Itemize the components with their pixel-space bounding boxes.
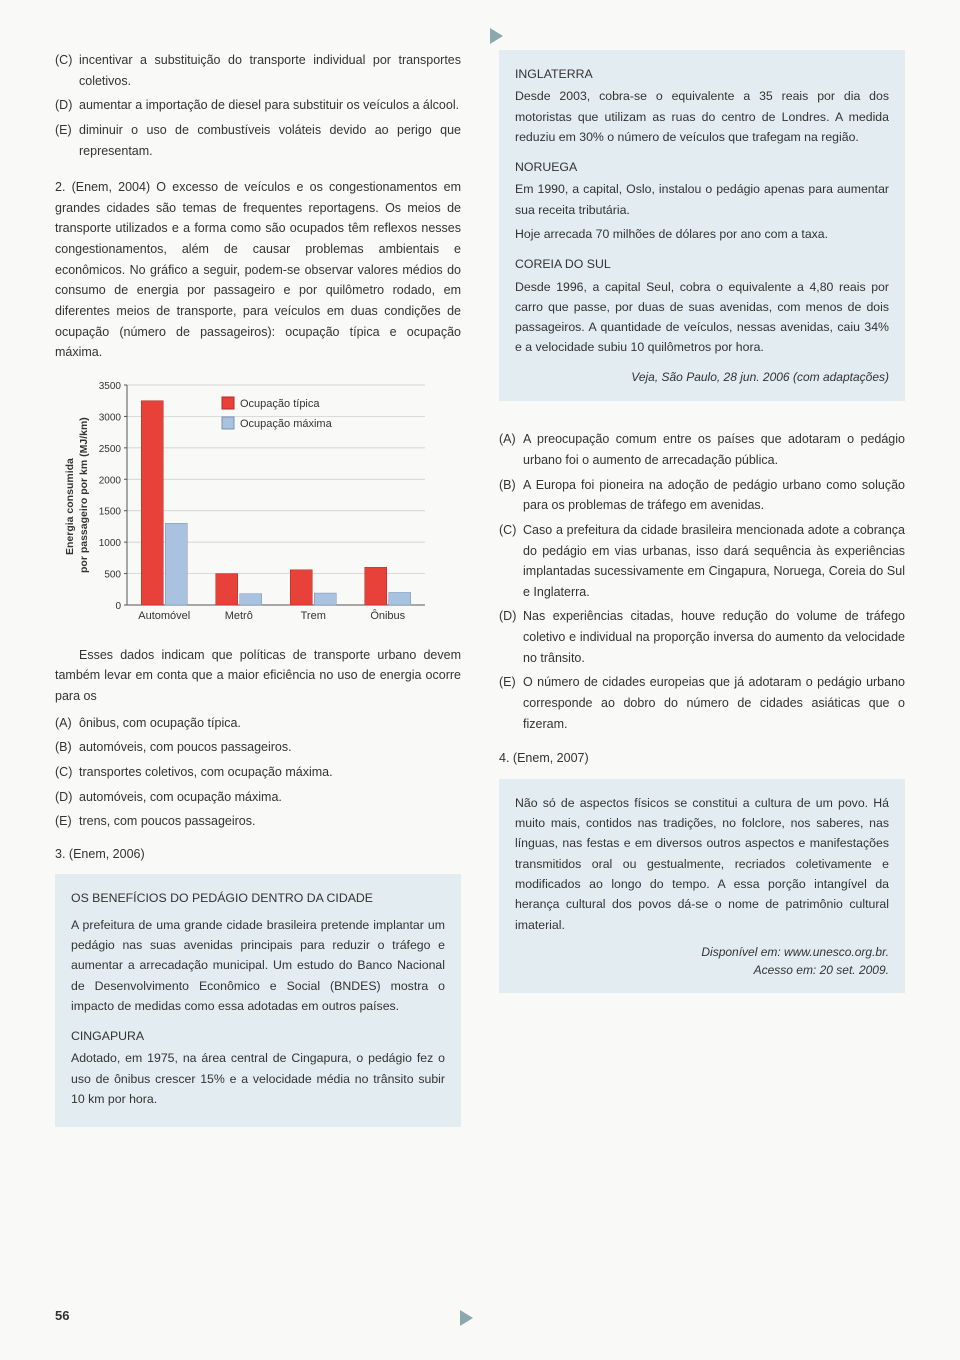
svg-text:0: 0 [115,601,121,612]
box-intro: A prefeitura de uma grande cidade brasil… [71,915,445,1016]
svg-text:1000: 1000 [99,538,122,549]
svg-text:2000: 2000 [99,475,122,486]
option-letter: (E) [55,811,79,832]
box-title: OS BENEFÍCIOS DO PEDÁGIO DENTRO DA CIDAD… [71,888,445,908]
box-heading-cingapura: CINGAPURA [71,1026,445,1046]
option-b: (B)A Europa foi pioneira na adoção de pe… [499,475,905,516]
info-box-pedagio-cont: INGLATERRA Desde 2003, cobra-se o equiva… [499,50,905,401]
svg-text:2500: 2500 [99,444,122,455]
option-d: (D) aumentar a importação de diesel para… [55,95,461,116]
question-source: (Enem, 2007) [513,751,589,765]
svg-text:500: 500 [104,569,121,580]
option-b: (B)automóveis, com poucos passageiros. [55,737,461,758]
option-text: automóveis, com poucos passageiros. [79,737,461,758]
option-letter: (D) [55,787,79,808]
question-3-options: (A)A preocupação comum entre os países q… [499,429,905,734]
option-text: trens, com poucos passageiros. [79,811,461,832]
option-a: (A)ônibus, com ocupação típica. [55,713,461,734]
option-d: (D)automóveis, com ocupação máxima. [55,787,461,808]
info-box-pedagio: OS BENEFÍCIOS DO PEDÁGIO DENTRO DA CIDAD… [55,874,461,1127]
box-citation: Veja, São Paulo, 28 jun. 2006 (com adapt… [515,368,889,388]
option-letter: (C) [55,50,79,91]
option-text: O número de cidades europeias que já ado… [523,672,905,734]
option-text: Caso a prefeitura da cidade brasileira m… [523,520,905,603]
question-4-header: 4. (Enem, 2007) [499,748,905,769]
svg-text:1500: 1500 [99,506,122,517]
question-2: 2. (Enem, 2004) O excesso de veículos e … [55,177,461,363]
question-source: (Enem, 2006) [69,847,145,861]
option-text: incentivar a substituição do transporte … [79,50,461,91]
box-heading-noruega: NORUEGA [515,157,889,177]
svg-text:Automóvel: Automóvel [138,610,190,622]
svg-text:Ocupação típica: Ocupação típica [240,398,320,410]
svg-text:3500: 3500 [99,381,122,392]
option-text: ônibus, com ocupação típica. [79,713,461,734]
box-text-inglaterra: Desde 2003, cobra-se o equivalente a 35 … [515,86,889,147]
option-text: diminuir o uso de combustíveis voláteis … [79,120,461,161]
option-text: A preocupação comum entre os países que … [523,429,905,470]
svg-text:3000: 3000 [99,412,122,423]
box-text-coreia: Desde 1996, a capital Seul, cobra o equi… [515,277,889,358]
continue-marker-bottom [460,1310,473,1326]
option-letter: (E) [499,672,523,734]
energy-chart: 0 500 1000 1500 2000 2500 3000 3500 Automóvel Met… [55,377,461,627]
option-text: transportes coletivos, com ocupação máxi… [79,762,461,783]
svg-text:por passageiro por km (MJ/km): por passageiro por km (MJ/km) [78,417,90,573]
option-e: (E)O número de cidades europeias que já … [499,672,905,734]
svg-text:Trem: Trem [301,610,326,622]
prev-question-options: (C) incentivar a substituição do transpo… [55,50,461,161]
option-c: (C)transportes coletivos, com ocupação m… [55,762,461,783]
box-heading-coreia: COREIA DO SUL [515,254,889,274]
svg-text:Energia consumida: Energia consumida [64,458,76,555]
question-number: 3. [55,847,65,861]
option-text: automóveis, com ocupação máxima. [79,787,461,808]
continue-marker-top [490,28,503,44]
citation-text: Veja, São Paulo, 28 jun. 2006 (com adapt… [631,370,889,384]
left-column: (C) incentivar a substituição do transpo… [55,50,461,1127]
option-letter: (C) [55,762,79,783]
box-citation-1: Disponível em: www.unesco.org.br. [515,943,889,961]
option-e: (E) diminuir o uso de combustíveis volát… [55,120,461,161]
question-3-header: 3. (Enem, 2006) [55,844,461,865]
question-2-options: (A)ônibus, com ocupação típica. (B)autom… [55,713,461,832]
question-text: O excesso de veículos e os congestioname… [55,180,461,359]
option-c: (C)Caso a prefeitura da cidade brasileir… [499,520,905,603]
option-c: (C) incentivar a substituição do transpo… [55,50,461,91]
option-letter: (E) [55,120,79,161]
option-letter: (B) [499,475,523,516]
two-column-layout: (C) incentivar a substituição do transpo… [55,50,905,1127]
question-number: 4. [499,751,509,765]
box-text: Não só de aspectos físicos se constitui … [515,793,889,935]
svg-text:Ônibus: Ônibus [370,609,405,622]
option-text: Nas experiências citadas, houve redução … [523,606,905,668]
option-letter: (A) [55,713,79,734]
question-2-followup: Esses dados indicam que políticas de tra… [55,645,461,707]
svg-text:Ocupação máxima: Ocupação máxima [240,418,333,430]
option-letter: (D) [499,606,523,668]
option-letter: (A) [499,429,523,470]
bar-chart-svg: 0 500 1000 1500 2000 2500 3000 3500 Automóvel Met… [55,377,435,627]
question-source: (Enem, 2004) [72,180,150,194]
box-text-noruega-1: Em 1990, a capital, Oslo, instalou o ped… [515,179,889,220]
option-e: (E)trens, com poucos passageiros. [55,811,461,832]
option-letter: (C) [499,520,523,603]
option-letter: (B) [55,737,79,758]
question-number: 2. [55,180,65,194]
option-text: A Europa foi pioneira na adoção de pedág… [523,475,905,516]
box-citation-2: Acesso em: 20 set. 2009. [515,961,889,979]
svg-text:Metrô: Metrô [225,610,253,622]
option-letter: (D) [55,95,79,116]
page-number: 56 [55,1305,69,1326]
info-box-cultura: Não só de aspectos físicos se constitui … [499,779,905,993]
right-column: INGLATERRA Desde 2003, cobra-se o equiva… [499,50,905,1127]
box-text-cingapura: Adotado, em 1975, na área central de Cin… [71,1048,445,1109]
option-text: aumentar a importação de diesel para sub… [79,95,461,116]
box-heading-inglaterra: INGLATERRA [515,64,889,84]
option-d: (D)Nas experiências citadas, houve reduç… [499,606,905,668]
box-text-noruega-2: Hoje arrecada 70 milhões de dólares por … [515,224,889,244]
option-a: (A)A preocupação comum entre os países q… [499,429,905,470]
